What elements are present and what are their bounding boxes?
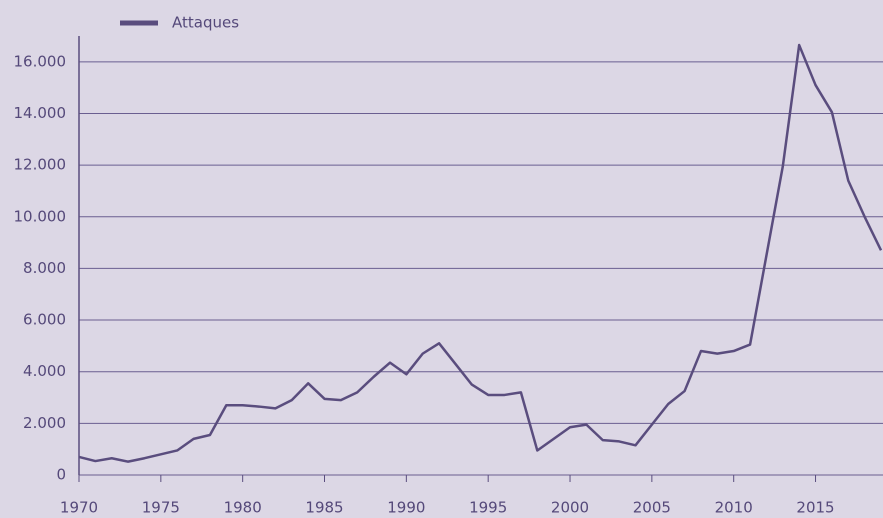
- x-tick-label: 1985: [305, 499, 343, 517]
- y-tick-label: 4.000: [23, 362, 66, 380]
- legend-label: Attaques: [172, 14, 239, 32]
- x-tick-label: 2010: [715, 499, 753, 517]
- x-tick-label: 2000: [551, 499, 589, 517]
- x-tick-label: 2005: [633, 499, 671, 517]
- x-tick-label: 1970: [60, 499, 98, 517]
- y-tick-label: 0: [56, 466, 66, 484]
- y-tick-label: 16.000: [14, 52, 67, 70]
- x-tick-label: 2015: [796, 499, 834, 517]
- data-line: [78, 43, 883, 463]
- x-tick-label: 1990: [387, 499, 425, 517]
- y-tick-label: 12.000: [14, 156, 67, 174]
- y-tick-label: 6.000: [23, 311, 66, 329]
- x-tick-label: 1995: [469, 499, 507, 517]
- x-tick-label: 1980: [224, 499, 262, 517]
- y-tick-label: 14.000: [14, 104, 67, 122]
- y-tick-label: 8.000: [23, 259, 66, 277]
- y-tick-label: 10.000: [14, 207, 67, 225]
- x-tick-label: 1975: [142, 499, 180, 517]
- y-tick-label: 2.000: [23, 414, 66, 432]
